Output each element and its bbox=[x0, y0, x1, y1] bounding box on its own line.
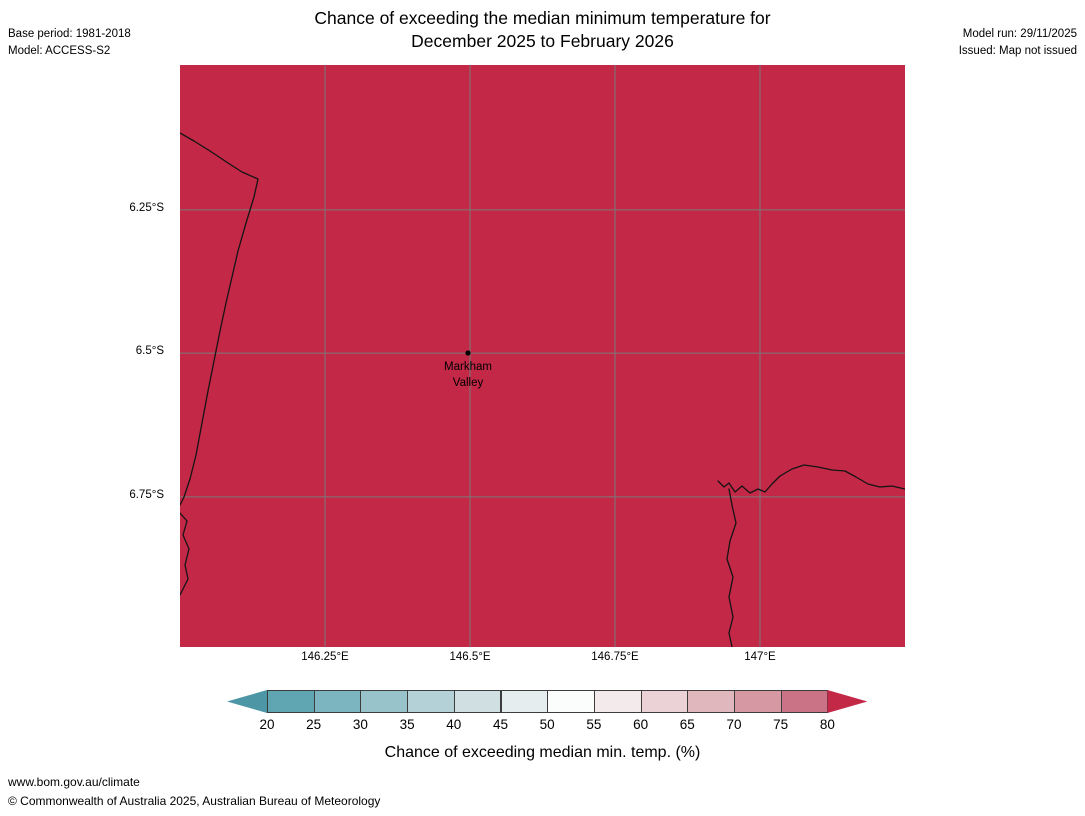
map-fill bbox=[180, 65, 905, 647]
colorbar-segment bbox=[500, 690, 549, 713]
coastline bbox=[717, 464, 905, 494]
coastline bbox=[726, 488, 737, 647]
lon-tick-label: 146.75°E bbox=[591, 651, 639, 663]
page-title: Chance of exceeding the median minimum t… bbox=[0, 7, 1085, 53]
colorbar-segment bbox=[593, 690, 642, 713]
lat-tick-label: 6.75°S bbox=[129, 488, 164, 501]
colorbar-tick-label: 80 bbox=[819, 717, 835, 732]
map-canvas bbox=[180, 65, 905, 647]
footer-copyright: © Commonwealth of Australia 2025, Austra… bbox=[8, 794, 381, 808]
location-marker-dot bbox=[465, 350, 471, 356]
page-title-line1: Chance of exceeding the median minimum t… bbox=[314, 8, 771, 28]
colorbar-segment bbox=[687, 690, 735, 713]
colorbar-tick-label: 50 bbox=[539, 717, 555, 732]
model-label: Model: ACCESS-S2 bbox=[8, 45, 111, 57]
colorbar-tick-label: 25 bbox=[306, 717, 322, 732]
coastline bbox=[180, 132, 259, 506]
map-area: Markham Valley bbox=[180, 65, 905, 647]
location-label: Markham Valley bbox=[444, 360, 492, 391]
colorbar-segment bbox=[453, 690, 502, 713]
lon-tick-label: 147°E bbox=[744, 651, 776, 663]
issued-label: Issued: Map not issued bbox=[958, 45, 1077, 57]
colorbar-title: Chance of exceeding median min. temp. (%… bbox=[384, 744, 701, 761]
colorbar-tick-label: 30 bbox=[352, 717, 368, 732]
footer-url: www.bom.gov.au/climate bbox=[8, 775, 140, 789]
colorbar-segment bbox=[313, 690, 362, 713]
colorbar-tick-label: 35 bbox=[399, 717, 415, 732]
base-period-label: Base period: 1981-2018 bbox=[8, 28, 131, 40]
run-info-block: Model run: 29/11/2025 Issued: Map not is… bbox=[959, 26, 1077, 60]
colorbar-tick-label: 20 bbox=[259, 717, 275, 732]
location-label-line2: Valley bbox=[452, 376, 484, 389]
colorbar-right-arrow bbox=[827, 690, 868, 713]
colorbar-legend: 20 25 30 35 40 45 50 55 60 65 70 75 80 bbox=[227, 690, 868, 746]
colorbar-tick-label: 65 bbox=[679, 717, 695, 732]
colorbar-segment bbox=[547, 690, 595, 713]
lat-tick-label: 6.25°S bbox=[129, 201, 164, 214]
colorbar-segment bbox=[640, 690, 689, 713]
colorbar-segment bbox=[267, 690, 315, 713]
colorbar-left-arrow bbox=[227, 690, 267, 713]
coastline bbox=[180, 512, 190, 596]
colorbar-tick-label: 55 bbox=[586, 717, 602, 732]
model-run-label: Model run: 29/11/2025 bbox=[962, 28, 1077, 40]
lon-tick-label: 146.25°E bbox=[301, 651, 349, 663]
colorbar-segment bbox=[407, 690, 455, 713]
colorbar-tick-label: 70 bbox=[726, 717, 742, 732]
colorbar-tick-label: 60 bbox=[633, 717, 649, 732]
colorbar-tick-label: 75 bbox=[773, 717, 789, 732]
colorbar-segment bbox=[734, 690, 782, 713]
lon-tick-label: 146.5°E bbox=[449, 651, 491, 663]
location-label-line1: Markham bbox=[444, 361, 492, 373]
model-info-block: Base period: 1981-2018 Model: ACCESS-S2 bbox=[8, 26, 131, 60]
colorbar-tick-label: 45 bbox=[492, 717, 509, 732]
page-title-line2: December 2025 to February 2026 bbox=[411, 31, 674, 51]
lat-tick-label: 6.5°S bbox=[135, 345, 164, 358]
colorbar-tick-label: 40 bbox=[446, 717, 462, 732]
colorbar-segment bbox=[360, 690, 409, 713]
colorbar-segment bbox=[780, 690, 829, 713]
